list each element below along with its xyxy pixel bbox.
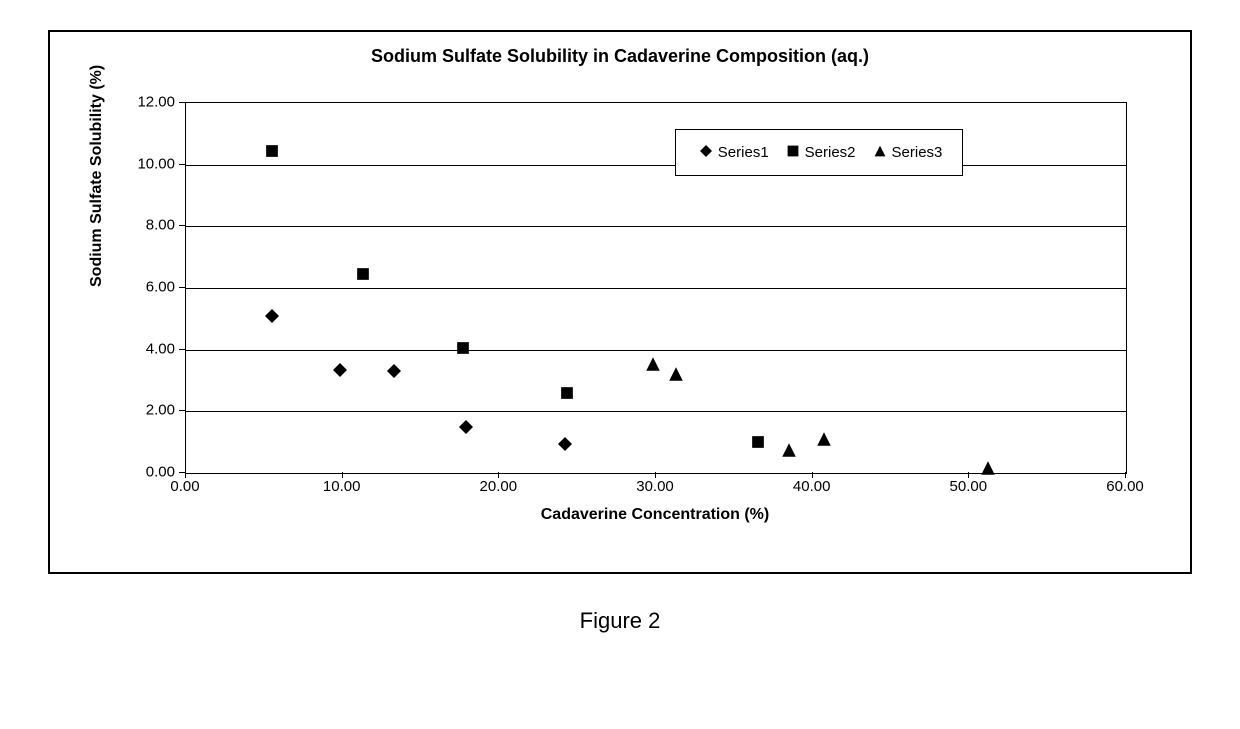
gridline-h: [186, 350, 1126, 351]
legend-label: Series2: [805, 144, 856, 161]
ytick-label: 0.00: [115, 464, 175, 481]
ytick-mark: [179, 410, 185, 411]
ytick-mark: [179, 164, 185, 165]
xtick-label: 0.00: [170, 478, 199, 495]
ytick-label: 2.00: [115, 402, 175, 419]
data-point-series1: [387, 364, 401, 378]
data-point-series1: [333, 363, 347, 377]
figure-caption: Figure 2: [30, 608, 1210, 634]
gridline-h: [186, 288, 1126, 289]
xtick-mark: [1125, 472, 1126, 478]
ytick-label: 10.00: [115, 155, 175, 172]
legend-item: Series3: [874, 144, 943, 161]
ytick-mark: [179, 225, 185, 226]
data-point-series3: [816, 432, 831, 447]
xtick-label: 10.00: [323, 478, 361, 495]
diamond-icon: [700, 144, 712, 161]
data-point-series3: [782, 442, 797, 457]
gridline-h: [186, 411, 1126, 412]
legend: Series1 Series2 Series3: [675, 129, 964, 176]
xtick-label: 40.00: [793, 478, 831, 495]
gridline-h: [186, 165, 1126, 166]
ytick-label: 8.00: [115, 217, 175, 234]
data-point-series3: [645, 356, 660, 371]
plot-area-wrapper: Series1Series2Series3 Cadaverine Concent…: [185, 102, 1125, 472]
xtick-label: 60.00: [1106, 478, 1144, 495]
chart-outer-frame: Sodium Sulfate Solubility in Cadaverine …: [48, 30, 1192, 574]
xtick-mark: [185, 472, 186, 478]
ytick-mark: [179, 102, 185, 103]
chart-title: Sodium Sulfate Solubility in Cadaverine …: [50, 32, 1190, 67]
data-point-series2: [751, 436, 764, 449]
data-point-series3: [981, 461, 996, 476]
data-point-series1: [265, 309, 279, 323]
plot-area: Series1 Series2 Series3: [185, 102, 1127, 474]
legend-item: Series2: [787, 144, 856, 161]
xtick-mark: [655, 472, 656, 478]
data-point-series2: [266, 144, 279, 157]
xtick-mark: [342, 472, 343, 478]
ytick-label: 12.00: [115, 94, 175, 111]
data-point-series1: [558, 437, 572, 451]
ytick-mark: [179, 287, 185, 288]
x-axis-label: Cadaverine Concentration (%): [185, 506, 1125, 524]
xtick-label: 30.00: [636, 478, 674, 495]
data-point-series2: [357, 268, 370, 281]
legend-item: Series1: [700, 144, 769, 161]
xtick-mark: [968, 472, 969, 478]
xtick-label: 50.00: [950, 478, 988, 495]
data-point-series2: [457, 342, 470, 355]
ytick-mark: [179, 349, 185, 350]
ytick-label: 6.00: [115, 279, 175, 296]
xtick-mark: [498, 472, 499, 478]
legend-label: Series3: [892, 144, 943, 161]
square-icon: [787, 144, 799, 161]
data-point-series3: [669, 367, 684, 382]
data-point-series1: [459, 420, 473, 434]
gridline-h: [186, 226, 1126, 227]
legend-label: Series1: [718, 144, 769, 161]
triangle-icon: [874, 144, 886, 161]
xtick-label: 20.00: [480, 478, 518, 495]
xtick-mark: [812, 472, 813, 478]
data-point-series2: [560, 386, 573, 399]
y-axis-label: Sodium Sulfate Solubility (%): [88, 65, 106, 287]
ytick-label: 4.00: [115, 340, 175, 357]
